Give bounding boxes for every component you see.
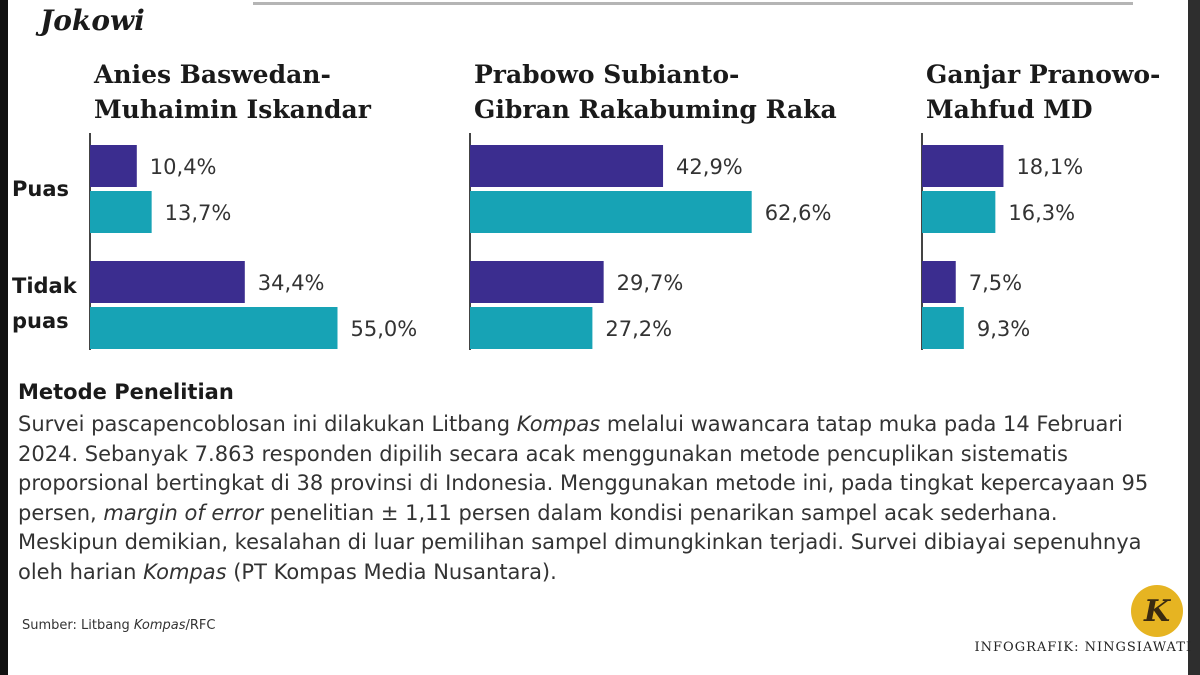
row-label-0-0: Puas [12, 177, 69, 201]
bar-2-0-tidak-puas [922, 191, 996, 233]
source-suffix: /RFC [185, 618, 216, 633]
bar-1-0-puas [470, 145, 664, 187]
value-label-1-0-puas: 42,9% [676, 155, 743, 179]
bar-2-1-puas [922, 261, 956, 303]
method-text-4: (PT Kompas Media Nusantara). [226, 559, 557, 584]
method-body: Survei pascapencoblosan ini dilakukan Li… [18, 410, 1158, 587]
method-text-3: penelitian ± 1,11 persen dalam kondisi p… [18, 500, 1142, 584]
value-label-0-0-puas: 10,4% [150, 155, 217, 179]
value-label-2-1-puas: 7,5% [969, 271, 1022, 295]
logo-letter: K [1143, 593, 1171, 629]
bar-2-0-puas [922, 145, 1004, 187]
value-label-1-1-tidak-puas: 27,2% [605, 317, 672, 341]
row-label-1-1: puas [12, 309, 69, 333]
bar-0-1-puas [90, 261, 245, 303]
satisfaction-chart: Puas Tidak puas Anies Baswedan- Muhaimin Isk… [12, 60, 1160, 350]
background-edge [1188, 0, 1200, 675]
panel-2-title-1: Mahfud MD [926, 95, 1093, 124]
value-label-0-1-tidak-puas: 55,0% [351, 317, 418, 341]
value-label-2-0-puas: 18,1% [1016, 155, 1083, 179]
value-label-1-1-puas: 29,7% [617, 271, 684, 295]
panel-2-title-0: Ganjar Pranowo- [926, 60, 1160, 89]
method-text-1: Survei pascapencoblosan ini dilakukan Li… [18, 412, 517, 436]
bar-0-1-tidak-puas [90, 307, 338, 349]
bar-0-0-puas [90, 145, 137, 187]
bar-2-1-tidak-puas [922, 307, 964, 349]
bar-1-1-tidak-puas [470, 307, 593, 349]
value-label-2-0-tidak-puas: 16,3% [1008, 201, 1075, 225]
value-label-0-1-puas: 34,4% [258, 271, 325, 295]
value-label-2-1-tidak-puas: 9,3% [977, 317, 1030, 341]
method-kompas-1: Kompas [516, 412, 601, 436]
panel-1-title-0: Prabowo Subianto- [474, 60, 739, 89]
method-heading: Metode Penelitian [18, 380, 234, 404]
panel-0-title-1: Muhaimin Iskandar [94, 95, 372, 124]
method-text-2: melalui wawancara tatap muka pada 14 Feb… [18, 412, 1149, 525]
panel-0-title-0: Anies Baswedan- [93, 60, 331, 89]
panel-1-title-1: Gibran Rakabuming Raka [474, 95, 837, 124]
source-prefix: Sumber: Litbang [22, 618, 134, 633]
title-fragment: Jokowi [40, 4, 145, 37]
bar-1-1-puas [470, 261, 604, 303]
bar-1-0-tidak-puas [470, 191, 752, 233]
source-note: Sumber: Litbang Kompas/RFC [22, 618, 215, 633]
row-label-1-0: Tidak [12, 274, 78, 298]
kompas-logo: K [1131, 585, 1183, 637]
bar-0-0-tidak-puas [90, 191, 152, 233]
method-margin-of-error: margin of error [103, 500, 264, 525]
value-label-0-0-tidak-puas: 13,7% [165, 201, 232, 225]
method-kompas-2: Kompas [143, 559, 227, 584]
value-label-1-0-tidak-puas: 62,6% [765, 201, 832, 225]
source-kompas: Kompas [133, 618, 186, 633]
infographic-credit: INFOGRAFIK: NINGSIAWATI [974, 640, 1192, 655]
cropped-header-edge [253, 0, 1133, 5]
